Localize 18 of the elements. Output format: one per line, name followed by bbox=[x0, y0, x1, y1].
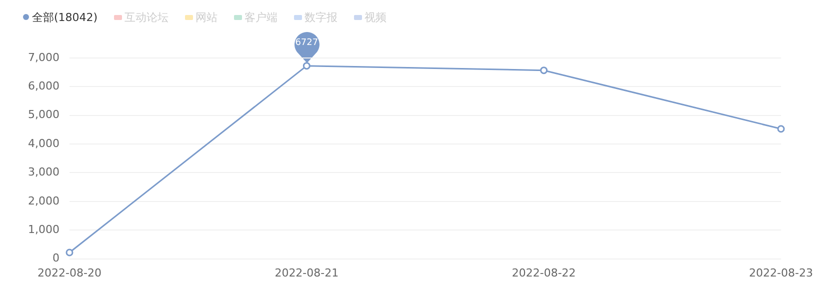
y-tick-label: 3,000 bbox=[28, 166, 60, 179]
point bbox=[540, 66, 548, 74]
point bbox=[777, 125, 785, 133]
annotation: 6727 bbox=[294, 38, 320, 48]
y-tick-label: 6,000 bbox=[28, 80, 60, 93]
y-tick-label: 7,000 bbox=[28, 50, 60, 64]
x-tick-label: 2022-08-20 bbox=[38, 266, 102, 280]
y-tick-label: 0 bbox=[52, 252, 60, 265]
x-tick-label: 2022-08-21 bbox=[274, 266, 339, 280]
y-tick-label: 4,000 bbox=[28, 136, 60, 150]
point bbox=[66, 248, 74, 256]
point bbox=[302, 62, 310, 70]
y-tick-label: 5,000 bbox=[28, 108, 60, 122]
y-tick-label: 1,000 bbox=[28, 222, 60, 236]
x-tick-label: 2022-08-22 bbox=[512, 266, 576, 280]
y-tick-label: 2,000 bbox=[28, 194, 60, 208]
legend-label: 全部(18042) bbox=[32, 10, 98, 24]
x-tick-label: 2022-08-23 bbox=[749, 266, 813, 280]
